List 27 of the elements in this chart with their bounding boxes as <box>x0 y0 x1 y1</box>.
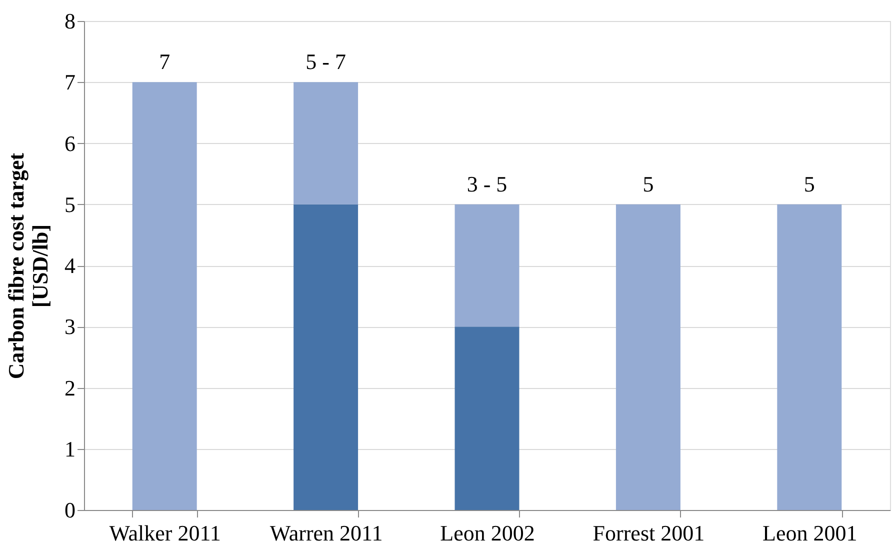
total-label: 3 - 5 <box>466 171 508 196</box>
y-tick-label: 6 <box>64 130 76 156</box>
y-axis-title: Carbon fibre cost target [USD/lb] <box>4 152 52 380</box>
bar <box>132 82 197 510</box>
x-tick-label: Leon 2002 <box>440 520 535 546</box>
bar <box>454 326 520 510</box>
bar <box>294 204 358 510</box>
x-tick-label: Leon 2001 <box>762 520 858 546</box>
y-tick-label: 2 <box>64 375 76 400</box>
y-tick-label: 3 <box>64 314 76 340</box>
total-label: 5 <box>804 171 815 196</box>
total-label: 5 - 7 <box>306 49 346 74</box>
total-label: 7 <box>159 49 170 74</box>
bar <box>777 204 842 510</box>
y-tick-label: 5 <box>64 192 76 217</box>
total-label: 5 <box>642 171 654 196</box>
y-tick-label: 0 <box>64 498 76 522</box>
bar <box>616 204 680 510</box>
bar <box>294 82 358 204</box>
y-tick-label: 4 <box>64 253 76 278</box>
y-tick-label: 8 <box>64 8 76 34</box>
bar <box>454 204 520 327</box>
y-tick-label: 7 <box>64 70 76 95</box>
x-tick-label: Forrest 2001 <box>592 520 705 546</box>
x-tick-label: Warren 2011 <box>270 520 383 546</box>
y-tick-label: 1 <box>64 436 76 462</box>
x-tick-label: Walker 2011 <box>109 520 221 546</box>
